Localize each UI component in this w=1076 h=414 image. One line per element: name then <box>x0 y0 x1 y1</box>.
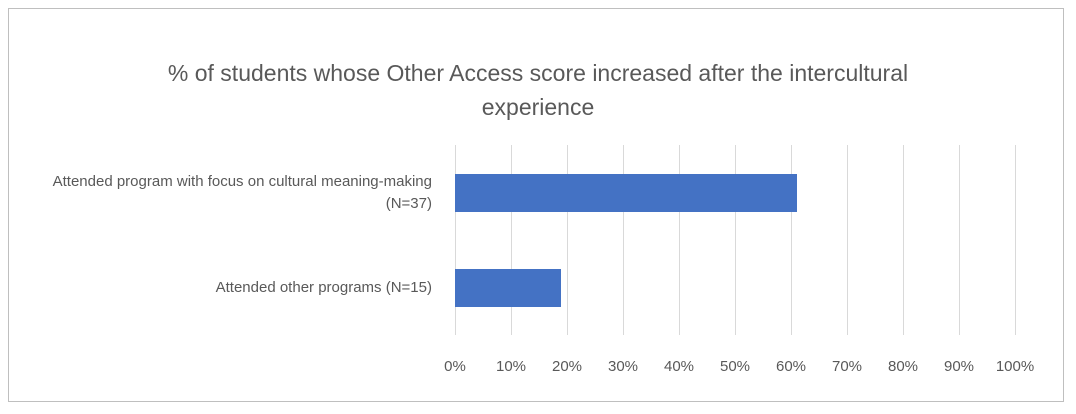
bar <box>455 173 797 212</box>
bar <box>455 268 562 307</box>
y-tick-label: Attended other programs (N=15) <box>215 278 432 296</box>
y-tick-label: Attended program with focus on cultural … <box>52 172 432 212</box>
grid-line <box>454 145 456 335</box>
grid-line <box>790 145 792 335</box>
x-tick-label: 20% <box>551 358 583 375</box>
x-tick-label: 80% <box>887 358 919 375</box>
grid-line <box>958 145 960 335</box>
x-tick-label: 50% <box>719 358 751 375</box>
grid-line <box>622 145 624 335</box>
grid-line <box>902 145 904 335</box>
grid-line <box>734 145 736 335</box>
x-tick-label: 100% <box>995 358 1035 375</box>
x-tick-label: 30% <box>607 358 639 375</box>
chart-title: % of students whose Other Access score i… <box>167 60 909 120</box>
chart-title-box: % of students whose Other Access score i… <box>0 56 1076 124</box>
grid-line <box>678 145 680 335</box>
x-tick-label: 10% <box>495 358 527 375</box>
grid-line <box>510 145 512 335</box>
grid-line <box>1014 145 1016 335</box>
grid-line <box>846 145 848 335</box>
grid-line <box>566 145 568 335</box>
x-tick-label: 0% <box>444 358 466 375</box>
x-tick-label: 60% <box>775 358 807 375</box>
x-tick-label: 40% <box>663 358 695 375</box>
x-tick-label: 70% <box>831 358 863 375</box>
x-tick-label: 90% <box>943 358 975 375</box>
chart <box>8 8 1064 402</box>
